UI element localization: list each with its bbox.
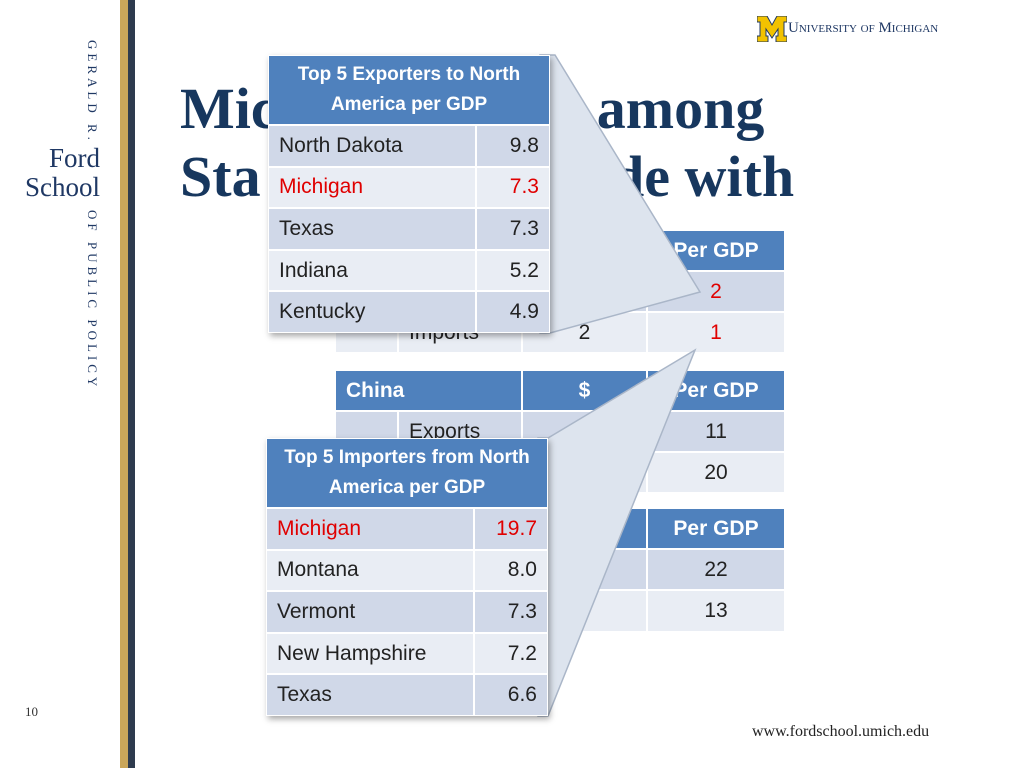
value-cell: 4.9 <box>476 291 550 333</box>
title-fragment: Sta <box>180 144 261 209</box>
callout-title: Top 5 Exporters to North America per GDP <box>268 55 550 125</box>
gold-bar <box>120 0 128 768</box>
cell: 20 <box>647 452 785 493</box>
header-cell: Per GDP <box>647 230 785 271</box>
dark-bar <box>128 0 135 768</box>
sidebar-bottom: OF PUBLIC POLICY <box>85 210 100 391</box>
cell: 1 <box>647 312 785 353</box>
logo-mark <box>757 16 787 42</box>
callout-title: Top 5 Importers from North America per G… <box>266 438 548 508</box>
cell: 22 <box>647 549 785 590</box>
header-cell: China <box>335 370 522 411</box>
sidebar-school: Ford School <box>14 144 100 202</box>
state-cell: Texas <box>266 674 474 716</box>
title-fragment: Mic <box>180 76 277 141</box>
value-cell: 9.8 <box>476 125 550 167</box>
cell: 13 <box>647 590 785 632</box>
state-cell: Indiana <box>268 249 476 292</box>
state-cell: Michigan <box>268 166 476 209</box>
sidebar-top: GERALD R. <box>85 40 100 144</box>
cell: 11 <box>647 411 785 452</box>
header-cell: Per GDP <box>647 508 785 549</box>
logo-text: University of Michigan <box>788 20 939 36</box>
callout-pointer <box>539 54 702 334</box>
callout-pointer <box>537 348 697 717</box>
value-cell: 7.3 <box>474 591 548 633</box>
value-cell: 7.3 <box>476 208 550 250</box>
state-cell: North Dakota <box>268 125 476 167</box>
state-cell: Vermont <box>266 591 474 633</box>
value-cell: 8.0 <box>474 549 548 592</box>
value-cell: 7.3 <box>476 166 550 209</box>
state-cell: New Hampshire <box>266 632 474 675</box>
page-number: 10 <box>25 704 38 719</box>
state-cell: Texas <box>268 208 476 250</box>
state-cell: Michigan <box>266 508 474 550</box>
value-cell: 19.7 <box>474 508 548 550</box>
school-line: School <box>24 172 100 202</box>
school-line: Ford <box>48 143 100 173</box>
state-cell: Kentucky <box>268 291 476 333</box>
value-cell: 6.6 <box>474 674 548 716</box>
url: www.fordschool.umich.edu <box>752 723 930 740</box>
callout: Top 5 Importers from North America per G… <box>266 438 548 716</box>
value-cell: 7.2 <box>474 632 548 675</box>
callout: Top 5 Exporters to North America per GDP… <box>268 55 550 333</box>
state-cell: Montana <box>266 549 474 592</box>
title-fragment: de with <box>612 144 795 209</box>
value-cell: 5.2 <box>476 249 550 292</box>
